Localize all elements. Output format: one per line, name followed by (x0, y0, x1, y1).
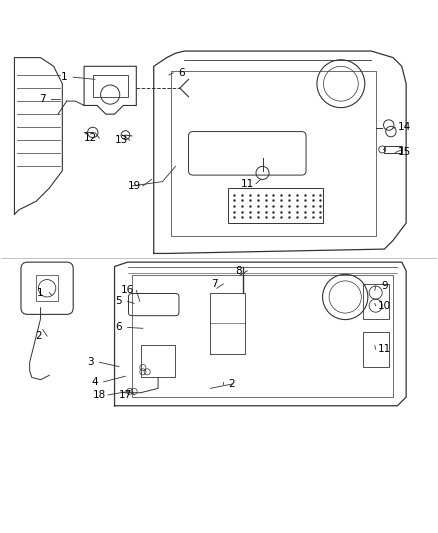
Text: 4: 4 (92, 377, 98, 387)
Text: 17: 17 (119, 390, 132, 400)
Text: 18: 18 (93, 390, 106, 400)
Text: 10: 10 (378, 301, 391, 311)
Text: 14: 14 (397, 122, 410, 132)
Text: 15: 15 (397, 148, 410, 157)
Bar (228, 188, 323, 223)
Text: 11: 11 (378, 344, 391, 354)
Bar (363, 332, 389, 367)
Bar (36, 275, 58, 301)
Text: 6: 6 (116, 322, 122, 333)
Text: 16: 16 (121, 286, 134, 295)
Text: 1: 1 (37, 288, 44, 297)
Text: 8: 8 (235, 266, 242, 276)
Text: 9: 9 (381, 281, 388, 291)
Text: 19: 19 (127, 181, 141, 191)
Text: 1: 1 (61, 72, 68, 82)
Text: 7: 7 (212, 279, 218, 289)
Text: 3: 3 (87, 357, 94, 367)
Text: 2: 2 (229, 379, 235, 389)
Text: 13: 13 (114, 135, 128, 146)
Text: 6: 6 (179, 68, 185, 78)
Text: 11: 11 (240, 179, 254, 189)
Bar (385, 146, 402, 154)
Text: 5: 5 (116, 296, 122, 306)
Text: 7: 7 (39, 94, 46, 104)
Text: 2: 2 (35, 331, 42, 341)
Text: 12: 12 (84, 133, 97, 143)
